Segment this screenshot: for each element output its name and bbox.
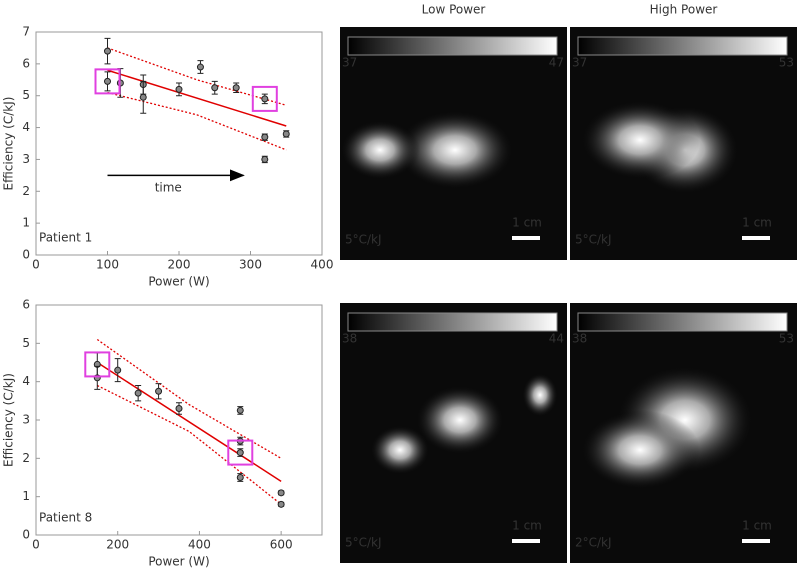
y-tick-label: 4 [22,374,30,388]
colorbar-max: 53 [779,332,794,346]
y-tick-label: 3 [22,152,30,166]
colorbar-min: 37 [572,56,587,70]
patient-label: Patient 8 [39,511,92,525]
hot-spot [395,110,515,190]
data-point [114,366,122,374]
x-axis-label: Power (W) [148,555,209,569]
patient-label: Patient 1 [39,231,92,245]
data-point [211,84,219,92]
plot-frame [35,31,323,256]
hot-spot [415,385,505,455]
hot-spot [580,410,700,490]
colorbar [577,36,788,56]
x-tick-label: 0 [32,538,40,552]
y-tick-label: 6 [22,56,30,70]
data-point [261,133,269,141]
x-axis-label: Power (W) [148,275,209,289]
y-tick-label: 0 [22,248,30,262]
y-tick-label: 1 [22,489,30,503]
colorbar [347,312,558,332]
data-point [104,47,111,55]
scale-label: 1 cm [512,519,542,533]
hot-spot [522,373,558,417]
data-point [139,93,147,101]
efficiency-label: 2°C/kJ [575,536,612,550]
data-point [155,387,163,395]
y-tick-label: 5 [22,336,30,350]
y-tick-label: 6 [22,298,30,312]
scale-bar [512,236,540,240]
data-point [175,85,183,93]
plot-frame [35,304,323,536]
y-tick-label: 2 [22,451,30,465]
x-tick-label: 200 [168,258,191,272]
colorbar-min: 37 [342,56,357,70]
highlight-box [84,351,111,378]
arrow-label: time [155,181,182,195]
scale-bar [742,539,770,543]
data-point [236,449,244,457]
y-tick-label: 1 [22,216,30,230]
hot-spot [340,120,420,180]
data-point [261,155,269,163]
fit-line [96,361,282,482]
colorbar [347,36,558,56]
highlight-box [251,85,278,112]
scale-bar [742,236,770,240]
highlight-box [94,68,121,95]
confidence-band [96,338,282,459]
data-point [236,406,244,414]
x-tick-label: 400 [311,258,334,272]
x-tick-label: 400 [188,538,211,552]
colorbar-max: 53 [779,56,794,70]
column-header: Low Power [422,3,486,17]
confidence-band [96,384,282,505]
x-tick-label: 200 [106,538,129,552]
colorbar-min: 38 [342,332,357,346]
data-point [196,63,204,71]
colorbar-min: 38 [572,332,587,346]
y-axis-label: Efficiency (C/kJ) [2,97,16,191]
y-axis-label: Efficiency (C/kJ) [2,373,16,467]
colorbar-max: 47 [549,56,564,70]
x-tick-label: 600 [270,538,293,552]
colorbar [577,312,788,332]
hot-spot [370,425,430,475]
data-point [282,130,290,138]
efficiency-label: 5°C/kJ [575,233,612,247]
data-point [175,405,183,412]
efficiency-label: 5°C/kJ [345,233,382,247]
data-point [134,389,142,397]
efficiency-label: 5°C/kJ [345,536,382,550]
y-tick-label: 5 [22,88,30,102]
data-point [277,489,285,497]
confidence-band [107,91,287,151]
fit-line [107,69,287,127]
column-header: High Power [650,3,718,17]
data-point [261,95,269,103]
data-point [236,474,244,481]
colorbar-max: 44 [549,332,564,346]
data-point [232,84,240,92]
y-tick-label: 0 [22,528,30,542]
x-tick-label: 300 [239,258,262,272]
data-point [277,500,285,508]
y-tick-label: 2 [22,184,30,198]
scale-label: 1 cm [742,216,772,230]
confidence-band [107,47,287,106]
data-point [104,77,111,85]
y-tick-label: 4 [22,120,30,134]
x-tick-label: 100 [96,258,119,272]
y-tick-label: 3 [22,413,30,427]
hot-spot [580,100,700,180]
scale-label: 1 cm [742,519,772,533]
scale-label: 1 cm [512,216,542,230]
y-tick-label: 7 [22,25,30,39]
highlight-box [227,439,254,466]
scale-bar [512,539,540,543]
x-tick-label: 0 [32,258,40,272]
